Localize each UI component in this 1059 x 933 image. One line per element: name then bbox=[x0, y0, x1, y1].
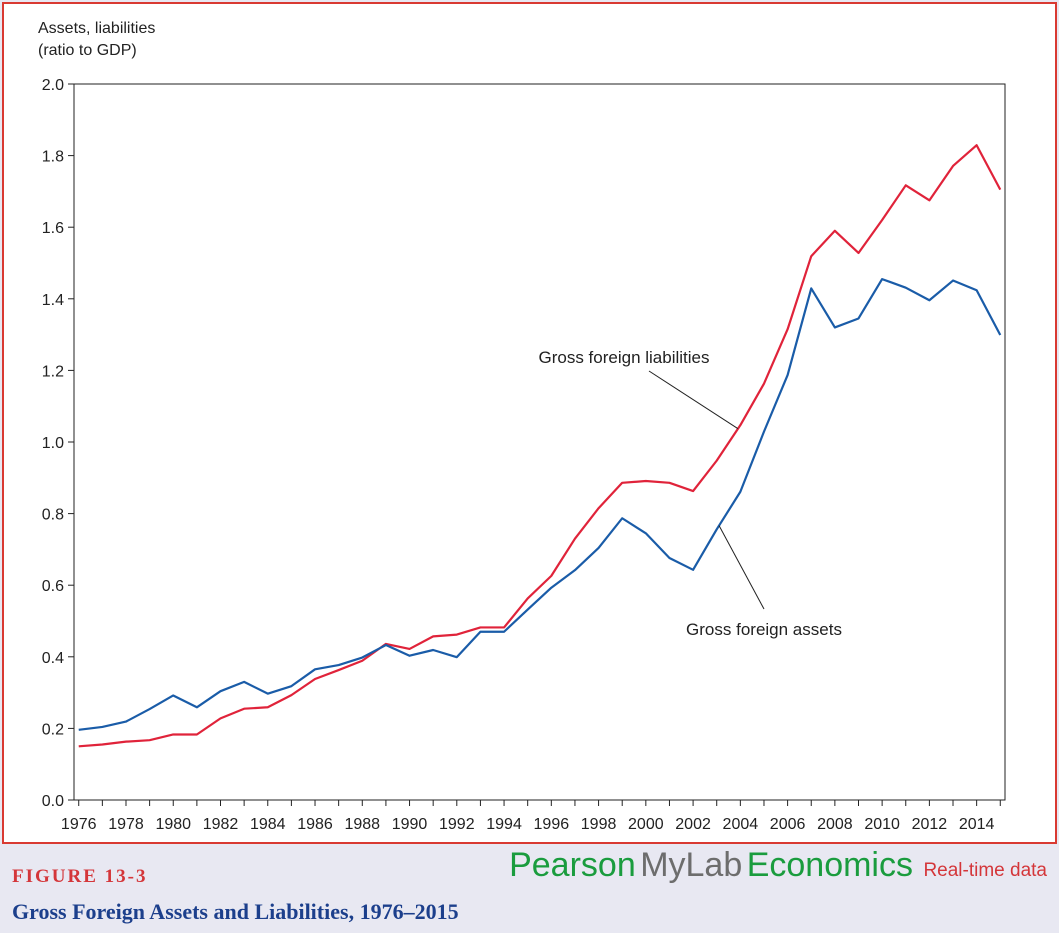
x-tick-label: 1992 bbox=[439, 816, 475, 833]
x-tick-label: 1978 bbox=[108, 816, 144, 833]
x-tick-label: 1996 bbox=[534, 816, 570, 833]
figure-title: Gross Foreign Assets and Liabilities, 19… bbox=[12, 899, 459, 924]
x-tick-label: 2006 bbox=[770, 816, 806, 833]
brand-pearson: Pearson bbox=[509, 846, 636, 884]
x-tick-label: 1982 bbox=[203, 816, 239, 833]
y-tick-label: 0.6 bbox=[42, 578, 64, 595]
brand-mylab: MyLab bbox=[640, 846, 743, 884]
x-tick-label: 2010 bbox=[864, 816, 900, 833]
pearson-mylab-logo: Pearson MyLab Economics Real-time data bbox=[509, 846, 1047, 885]
y-tick-label: 1.4 bbox=[42, 292, 64, 309]
chart-frame: Assets, liabilities (ratio to GDP) 0.0 0.… bbox=[2, 2, 1057, 844]
y-tick-label: 1.8 bbox=[42, 149, 64, 166]
y-tick-label: 0.8 bbox=[42, 507, 64, 524]
x-tick-label: 2014 bbox=[959, 816, 995, 833]
y-tick-label: 2.0 bbox=[42, 77, 64, 94]
plot-area-border bbox=[73, 83, 1006, 801]
liabilities-series-line bbox=[78, 144, 1002, 748]
x-tick-label: 2000 bbox=[628, 816, 664, 833]
liabilities-annotation-label: Gross foreign liabilities bbox=[538, 348, 709, 367]
x-tick-label: 1994 bbox=[486, 816, 522, 833]
y-tick-label: 0.2 bbox=[42, 721, 64, 738]
line-chart: 0.0 0.2 0.4 0.6 0.8 1.0 1.2 1.4 1.6 1.8 2.0 1976 197… bbox=[42, 77, 1006, 833]
x-tick-label: 2008 bbox=[817, 816, 853, 833]
brand-economics: Economics bbox=[746, 846, 913, 884]
x-tick-label: 1998 bbox=[581, 816, 617, 833]
x-tick-label: 2012 bbox=[912, 816, 948, 833]
y-axis-label-line-1: Assets, liabilities bbox=[38, 20, 156, 37]
x-tick-label: 1976 bbox=[61, 816, 97, 833]
y-tick-label: 0.4 bbox=[42, 650, 64, 667]
y-tick-label: 1.2 bbox=[42, 363, 64, 380]
y-tick-label: 1.6 bbox=[42, 220, 64, 237]
liabilities-annotation-leader bbox=[648, 370, 739, 430]
x-tick-label: 1990 bbox=[392, 816, 428, 833]
real-time-data-link[interactable]: Real-time data bbox=[923, 860, 1047, 881]
x-tick-label: 1988 bbox=[344, 816, 380, 833]
figure-number: FIGURE 13-3 bbox=[12, 866, 148, 887]
y-axis-label-line-2: (ratio to GDP) bbox=[38, 42, 137, 59]
x-tick-label: 2004 bbox=[723, 816, 759, 833]
assets-annotation-label: Gross foreign assets bbox=[686, 620, 842, 639]
assets-series-line bbox=[78, 278, 1002, 731]
y-tick-label: 1.0 bbox=[42, 435, 64, 452]
assets-annotation-leader bbox=[718, 525, 765, 610]
x-tick-label: 1986 bbox=[297, 816, 333, 833]
y-tick-label: 0.0 bbox=[42, 793, 64, 810]
x-tick-label: 1980 bbox=[155, 816, 191, 833]
x-tick-label: 2002 bbox=[675, 816, 711, 833]
x-tick-label: 1984 bbox=[250, 816, 286, 833]
